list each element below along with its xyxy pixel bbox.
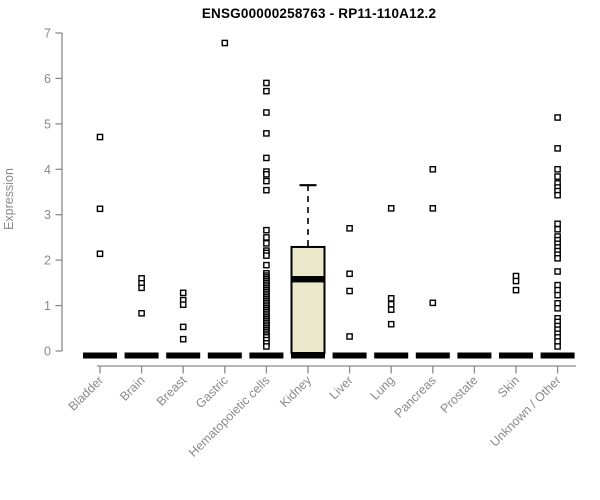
- data-point: [554, 191, 561, 199]
- data-point: [554, 173, 561, 180]
- x-tick-label: Brain: [117, 373, 148, 404]
- collapsed-boxplot-bar: [499, 352, 533, 359]
- data-point: [263, 252, 270, 259]
- data-point: [263, 177, 270, 185]
- collapsed-boxplot-bar: [457, 352, 492, 359]
- data-point: [263, 170, 270, 178]
- x-tick-label: Liver: [327, 373, 356, 402]
- collapsed-boxplot-bar: [166, 352, 201, 359]
- data-point: [346, 270, 353, 278]
- collapsed-boxplot-bar: [249, 352, 284, 359]
- data-point: [96, 250, 104, 258]
- data-point: [429, 299, 437, 307]
- data-point: [387, 320, 395, 328]
- data-point: [263, 186, 270, 194]
- data-point: [387, 205, 395, 212]
- y-tick-label: 4: [44, 163, 51, 177]
- data-point: [138, 309, 145, 317]
- data-point: [346, 225, 353, 232]
- data-point: [512, 286, 520, 294]
- data-point: [554, 165, 561, 173]
- x-tick-label: Gastric: [193, 373, 231, 411]
- data-point: [179, 301, 187, 308]
- data-point: [512, 277, 520, 285]
- data-point: [387, 300, 395, 308]
- collapsed-boxplot-bar: [83, 352, 117, 359]
- data-point: [263, 234, 270, 241]
- data-point: [263, 130, 270, 137]
- data-point: [387, 295, 395, 302]
- data-point: [263, 240, 270, 247]
- data-point: [179, 289, 187, 297]
- data-point: [263, 261, 270, 269]
- data-point: [263, 343, 270, 350]
- data-point: [179, 323, 187, 331]
- data-point: [263, 226, 270, 234]
- data-point: [96, 205, 104, 213]
- data-point: [346, 287, 353, 295]
- collapsed-boxplot-bar: [291, 352, 325, 359]
- x-tick-label: Hematopoietic cells: [186, 373, 273, 460]
- data-point: [263, 154, 270, 162]
- collapsed-boxplot-bar: [415, 352, 450, 359]
- data-point: [554, 225, 561, 233]
- y-tick-label: 5: [44, 117, 51, 131]
- chart-title: ENSG00000258763 - RP11-110A12.2: [201, 6, 437, 21]
- y-tick-label: 3: [44, 208, 51, 222]
- data-point: [554, 304, 561, 312]
- collapsed-boxplot-bar: [207, 352, 242, 359]
- data-point: [429, 165, 437, 173]
- y-tick-label: 0: [44, 345, 51, 359]
- x-tick-label: Pancreas: [392, 373, 439, 420]
- collapsed-boxplot-bar: [540, 352, 575, 359]
- data-point: [96, 133, 104, 141]
- data-point: [263, 79, 270, 87]
- data-point: [554, 291, 561, 299]
- x-tick-label: Skin: [495, 373, 522, 400]
- median-line: [291, 276, 325, 283]
- x-tick-label: Bladder: [66, 373, 106, 413]
- x-tick-label: Prostate: [438, 373, 481, 416]
- collapsed-boxplot-bar: [124, 352, 159, 359]
- data-point: [554, 268, 561, 275]
- data-point: [429, 205, 437, 212]
- data-point: [179, 335, 187, 343]
- y-tick-label: 1: [44, 299, 51, 313]
- x-tick-label: Unknown / Other: [487, 373, 563, 449]
- data-point: [554, 114, 561, 121]
- data-point: [221, 39, 229, 47]
- x-tick-label: Kidney: [277, 373, 314, 410]
- y-tick-label: 6: [44, 72, 51, 86]
- box: [290, 245, 326, 354]
- data-point: [138, 284, 145, 292]
- data-point: [263, 87, 270, 95]
- data-point: [554, 220, 561, 228]
- collapsed-boxplot-bar: [374, 352, 409, 359]
- y-tick-label: 7: [44, 27, 51, 41]
- data-point: [554, 343, 561, 350]
- data-point: [263, 109, 270, 116]
- data-point: [387, 306, 395, 313]
- x-tick-label: Breast: [154, 373, 190, 409]
- collapsed-boxplot-bar: [332, 352, 367, 359]
- data-point: [346, 333, 353, 340]
- x-tick-label: Lung: [368, 373, 398, 403]
- y-tick-label: 2: [44, 254, 51, 268]
- data-point: [554, 145, 561, 152]
- data-point: [554, 255, 561, 262]
